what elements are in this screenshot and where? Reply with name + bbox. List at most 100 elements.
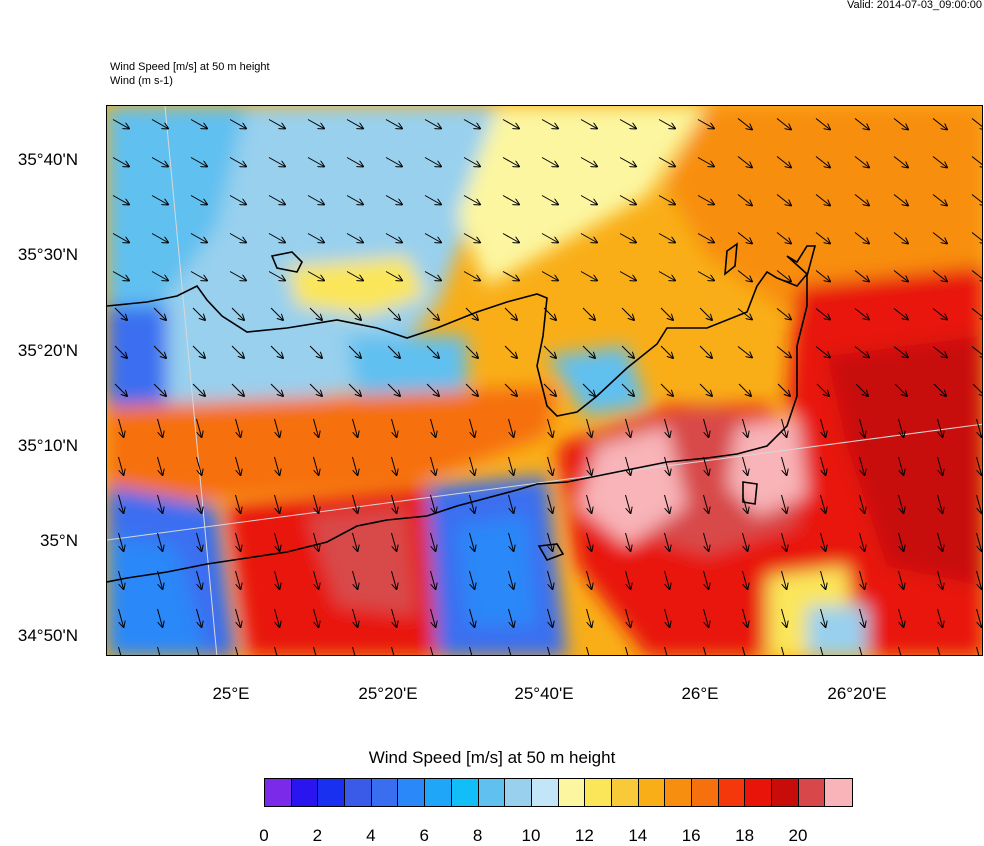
wind-vector [543, 383, 556, 396]
wind-vector [385, 119, 402, 129]
wind-vector [502, 195, 519, 205]
colorbar-label: 4 [366, 826, 376, 845]
wind-vector [932, 232, 947, 244]
wind-vector [664, 456, 670, 475]
colorbar-label: 18 [735, 826, 755, 845]
wind-vector [703, 570, 709, 589]
wind-vector [430, 646, 434, 655]
wind-vector [859, 608, 865, 627]
wind-vector [469, 608, 475, 627]
wind-vector [815, 118, 830, 130]
wind-vector [703, 646, 707, 655]
wind-vector [586, 532, 592, 551]
wind-vector [776, 156, 791, 168]
wind-vector [309, 307, 322, 320]
wind-vector [776, 118, 791, 130]
wind-vector [543, 345, 556, 358]
wind-vector [352, 646, 356, 655]
wind-vector [231, 307, 244, 320]
colorbar-swatch [638, 779, 666, 806]
wind-vector [932, 346, 947, 358]
wind-vector [430, 532, 436, 551]
wind-vector [898, 532, 904, 551]
wind-vector [504, 307, 517, 320]
wind-vector [937, 646, 941, 655]
wind-vector [547, 570, 553, 589]
wind-vector [274, 418, 280, 437]
wind-vector [742, 418, 748, 437]
wind-vector [586, 646, 590, 655]
colorbar-swatch [798, 779, 826, 806]
wind-vector [504, 383, 517, 396]
wind-vector [114, 307, 127, 320]
colorbar-label: 8 [472, 826, 483, 845]
wind-vector [348, 307, 361, 320]
wind-vector [971, 156, 982, 168]
wind-vector [469, 532, 475, 551]
wind-vector [153, 345, 166, 358]
wind-vector [815, 156, 830, 168]
colorbar-label: 14 [628, 826, 648, 845]
wind-vector [385, 195, 402, 205]
wind-vector [625, 570, 631, 589]
wind-vector [815, 346, 830, 358]
wind-vector [508, 494, 514, 513]
wind-vector [270, 345, 283, 358]
wind-vector [621, 345, 634, 358]
wind-vector [932, 308, 947, 320]
wind-vector [469, 646, 473, 655]
wind-vector [235, 494, 241, 513]
wind-vector [196, 532, 202, 551]
lon-label: 26°20'E [827, 684, 887, 703]
wind-vector [391, 456, 397, 475]
wind-vector [893, 270, 908, 282]
wind-vector [625, 646, 629, 655]
wind-speed-map [106, 105, 983, 656]
wind-vector [621, 383, 634, 396]
wind-vector [933, 383, 946, 396]
wind-vector [541, 157, 558, 167]
wind-vector [854, 194, 869, 206]
wind-vector [742, 456, 748, 475]
wind-vector [151, 233, 168, 243]
wind-vector [541, 195, 558, 205]
wind-vector [781, 608, 787, 627]
colorbar-swatch [692, 779, 719, 806]
wind-vector [469, 570, 475, 589]
wind-vector [118, 570, 124, 589]
wind-vector [112, 119, 129, 129]
wind-vector [118, 532, 124, 551]
wind-vector [348, 345, 361, 358]
wind-vector [547, 608, 553, 627]
wind-vector [854, 118, 869, 130]
wind-vector [385, 271, 402, 281]
wind-vector [586, 494, 592, 513]
wind-vector [738, 383, 751, 396]
wind-vector [703, 418, 709, 437]
wind-vector [971, 308, 982, 320]
colorbar-swatch [265, 779, 292, 806]
wind-vector [699, 307, 712, 320]
wind-vector [229, 271, 246, 281]
wind-vector [153, 383, 166, 396]
wind-vector [307, 195, 324, 205]
wind-vector [658, 157, 675, 167]
wind-vector [582, 383, 595, 396]
wind-vector [664, 608, 670, 627]
wind-vector [742, 532, 748, 551]
wind-vector [274, 646, 278, 655]
wind-vector [855, 383, 868, 396]
wind-vector [430, 570, 436, 589]
wind-vector [664, 418, 670, 437]
wind-vector [658, 271, 675, 281]
wind-vector [854, 232, 869, 244]
colorbar-swatch [451, 779, 479, 806]
wind-vector [976, 494, 982, 513]
wind-vector [502, 233, 519, 243]
wind-vector [580, 195, 597, 205]
wind-vector [898, 646, 902, 655]
wind-vector [893, 118, 908, 130]
colorbar-swatch [585, 779, 612, 806]
wind-vector [268, 119, 285, 129]
wind-vector [932, 118, 947, 130]
